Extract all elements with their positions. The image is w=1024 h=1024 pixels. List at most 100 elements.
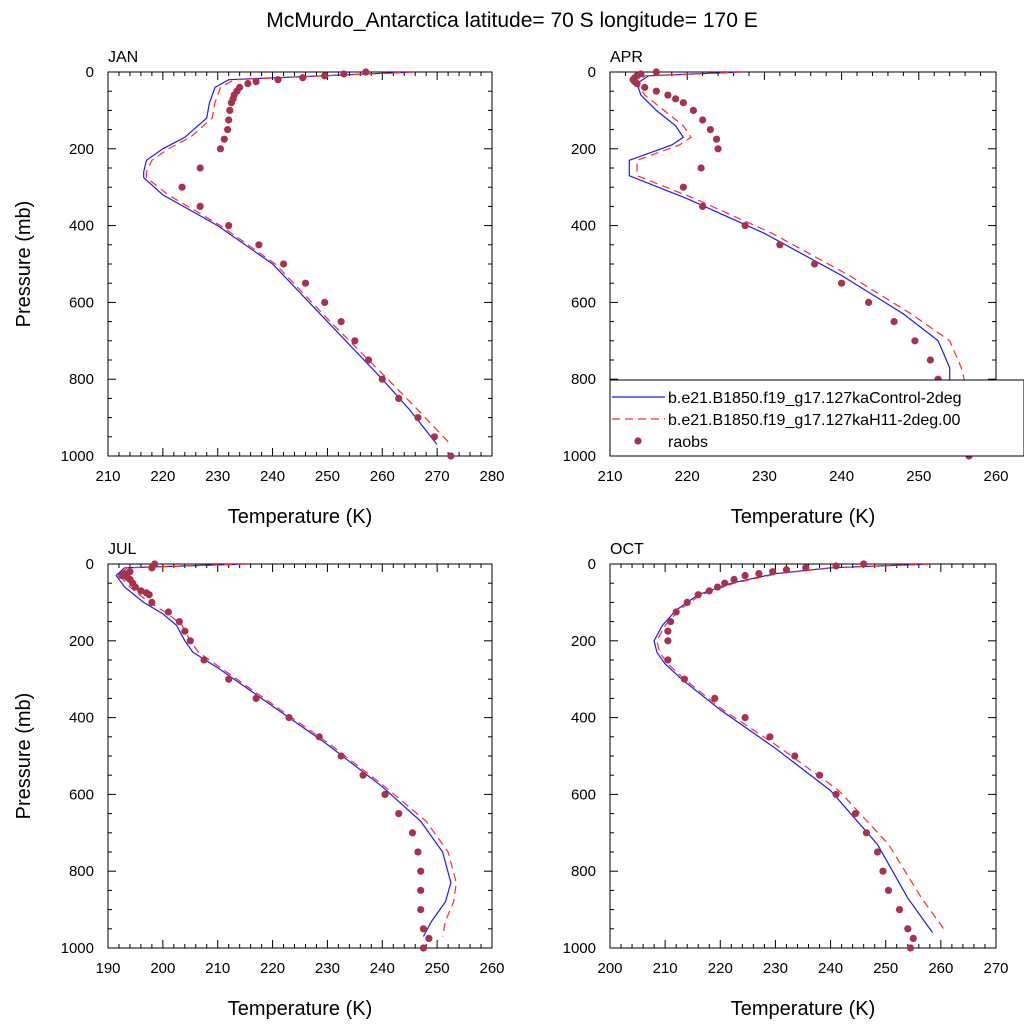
raobs-point [419, 925, 428, 933]
control-series-line [115, 564, 452, 937]
y-tick-label: 800 [571, 371, 596, 388]
raobs-point [909, 934, 917, 943]
raobs-point [131, 583, 140, 591]
raobs-point [832, 562, 840, 570]
raobs-point [447, 452, 455, 460]
raobs-point [667, 618, 675, 626]
raobs-point [713, 583, 722, 591]
raobs-point [315, 733, 323, 741]
plot-area [143, 72, 452, 445]
x-tick-label: 200 [150, 960, 175, 977]
raobs-point [164, 608, 172, 616]
y-tick-label: 400 [69, 710, 94, 727]
raobs-point [252, 78, 260, 86]
raobs-point [755, 570, 763, 578]
plot-area [628, 72, 982, 449]
raobs-point [337, 752, 345, 760]
raobs-point [220, 135, 228, 143]
raobs-point [227, 99, 236, 107]
raobs-point [362, 68, 370, 76]
y-tick-label: 0 [588, 556, 596, 573]
raobs-point [299, 74, 307, 82]
x-tick-label: 240 [260, 468, 285, 485]
panel-apr: 210 220 230 240 250 260 0 200 400 600 800 1000 APR Te… [563, 49, 1009, 528]
raobs-point [862, 829, 871, 837]
x-tick-label: 250 [873, 960, 898, 977]
x-tick-label: 230 [315, 960, 340, 977]
y-tick-label: 1000 [61, 940, 94, 957]
y-tick-label: 600 [571, 294, 596, 311]
raobs-point [712, 135, 721, 143]
x-tick-label: 220 [708, 960, 733, 977]
y-tick-label: 1000 [563, 940, 596, 957]
x-tick-label: 260 [370, 468, 395, 485]
raobs-point [200, 656, 208, 664]
x-tick-label: 210 [95, 468, 120, 485]
h11-series-line [118, 564, 457, 937]
raobs-point [911, 337, 919, 345]
x-axis-title: Temperature (K) [731, 506, 876, 528]
raobs-point [225, 222, 233, 230]
raobs-point [782, 566, 791, 574]
y-tick-label: 600 [69, 294, 94, 311]
raobs-point [741, 714, 749, 722]
raobs-point [196, 164, 204, 172]
x-tick-label: 230 [763, 960, 788, 977]
raobs-point [904, 925, 912, 933]
figure-title: McMurdo_Antarctica latitude= 70 S longit… [266, 9, 757, 32]
raobs-point [641, 83, 649, 91]
raobs-point [378, 375, 386, 383]
raobs-point [381, 790, 389, 799]
raobs-point [884, 886, 893, 895]
y-tick-label: 600 [571, 786, 596, 803]
panel-title: JUL [108, 541, 137, 558]
raobs-point [838, 279, 846, 287]
y-tick-label: 1000 [61, 448, 94, 465]
raobs-point [425, 934, 433, 943]
legend-marker [634, 437, 642, 445]
raobs-point [810, 260, 819, 268]
raobs-point [414, 414, 422, 422]
y-tick-label: 200 [571, 633, 596, 650]
raobs-point [679, 99, 687, 107]
raobs-point [860, 560, 868, 568]
x-tick-label: 250 [315, 468, 340, 485]
legend-entry: raobs [634, 434, 708, 451]
y-tick-label: 0 [588, 64, 596, 81]
y-tick-label: 200 [571, 141, 596, 158]
raobs-point [699, 116, 707, 124]
control-series-line [653, 564, 934, 933]
plot-area [115, 564, 457, 937]
raobs-point [652, 87, 660, 95]
raobs-point [865, 298, 873, 306]
y-tick-label: 800 [69, 863, 94, 880]
h11-series-line [145, 72, 452, 445]
x-tick-label: 260 [479, 960, 504, 977]
panel-jul: 190 200 210 220 230 240 250 260 0 200 400 600 800 100… [13, 541, 505, 1020]
y-tick-label: 800 [571, 863, 596, 880]
raobs-point [216, 145, 225, 153]
panel-title: JAN [108, 49, 138, 66]
raobs-point [652, 68, 660, 76]
y-axis-title: Pressure (mb) [13, 693, 35, 820]
raobs-point [395, 394, 403, 402]
raobs-point [873, 848, 882, 856]
raobs-point [419, 944, 428, 952]
raobs-point [408, 829, 417, 837]
raobs-point [705, 587, 713, 595]
x-tick-label: 190 [95, 960, 120, 977]
x-axis-title: Temperature (K) [731, 998, 876, 1020]
x-axis-title: Temperature (K) [228, 998, 373, 1020]
x-tick-label: 240 [370, 960, 395, 977]
raobs-point [252, 694, 260, 703]
x-tick-label: 260 [928, 960, 953, 977]
raobs-point [226, 106, 234, 114]
legend-entry: b.e21.B1850.f19_g17.127kaH11-2deg.00 [612, 412, 961, 429]
raobs-point [285, 714, 293, 722]
x-tick-label: 210 [653, 960, 678, 977]
raobs-point [815, 771, 824, 779]
raobs-point [279, 260, 288, 268]
panel-title: OCT [610, 541, 644, 558]
raobs-point [721, 579, 729, 587]
